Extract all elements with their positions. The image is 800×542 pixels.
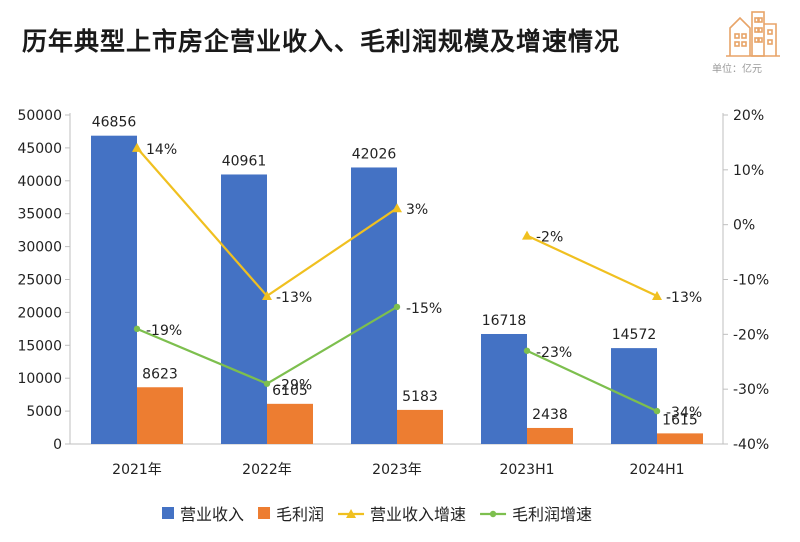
legend-revenue-swatch [162, 507, 174, 519]
profit-growth-point [523, 347, 531, 354]
building-logo-icon [726, 11, 780, 57]
revenue-growth-point [522, 230, 532, 240]
revenue-growth-value-label: -13% [276, 290, 312, 306]
revenue-bar-value-label: 46856 [92, 115, 137, 131]
left-axis-tick-label: 25000 [17, 273, 62, 289]
left-axis-tick-label: 10000 [17, 371, 62, 387]
right-axis-tick-label: -40% [733, 437, 769, 453]
profit-growth-line [526, 349, 658, 413]
left-axis-tick-label: 50000 [17, 108, 62, 124]
legend-revenue-label: 营业收入 [180, 505, 244, 524]
left-axis-tick-label: 5000 [26, 404, 62, 420]
revenue-bar-value-label: 42026 [352, 146, 397, 162]
legend-profit-growth-swatch-marker [489, 510, 497, 518]
revenue-bar [611, 348, 657, 444]
left-axis-tick-label: 40000 [17, 174, 62, 190]
legend-profit-growth-label: 毛利润增速 [512, 505, 592, 524]
left-axis-tick-label: 15000 [17, 338, 62, 354]
revenue-growth-value-label: 3% [406, 202, 428, 218]
profit-growth-value-label: -29% [276, 378, 312, 394]
right-axis-tick-label: -10% [733, 273, 769, 289]
revenue-growth-point [132, 142, 142, 152]
left-axis-tick-label: 35000 [17, 207, 62, 223]
profit-bar-value-label: 8623 [142, 366, 178, 382]
profit-growth-point [263, 380, 271, 387]
revenue-growth-point [652, 290, 662, 300]
x-category-label: 2023H1 [499, 462, 554, 478]
profit-bar [137, 387, 183, 444]
revenue-bar [91, 135, 137, 445]
profit-bar-value-label: 1615 [662, 412, 698, 428]
x-category-label: 2024H1 [629, 462, 684, 478]
profit-growth-point [393, 303, 401, 311]
revenue-bar [221, 174, 267, 444]
revenue-bar-value-label: 14572 [612, 327, 657, 343]
profit-growth-value-label: -19% [146, 323, 182, 339]
legend-profit-swatch [258, 507, 271, 519]
profit-bar-value-label: 6105 [272, 383, 308, 399]
x-category-label: 2022年 [242, 462, 292, 478]
revenue-growth-point [262, 290, 272, 300]
profit-bar-value-label: 5183 [402, 389, 438, 405]
left-axis-tick-label: 20000 [17, 305, 62, 321]
revenue-growth-value-label: -2% [536, 230, 563, 246]
revenue-bar [351, 167, 397, 444]
profit-bar [397, 409, 443, 444]
legend-profit-label: 毛利润 [276, 505, 324, 524]
profit-bar [657, 433, 703, 444]
revenue-growth-value-label: -13% [666, 290, 702, 306]
revenue-growth-point [392, 203, 402, 213]
revenue-bar-value-label: 40961 [222, 153, 267, 169]
legend-revenue-growth-label: 营业收入增速 [370, 505, 466, 524]
profit-bar [527, 427, 573, 444]
profit-bar-value-label: 2438 [532, 407, 568, 423]
right-axis-tick-label: -20% [733, 327, 769, 343]
x-category-label: 2023年 [372, 462, 422, 478]
profit-growth-value-label: -34% [666, 405, 702, 421]
right-axis-tick-label: 10% [733, 163, 764, 179]
revenue-bar [481, 333, 527, 444]
profit-bar [267, 403, 313, 444]
revenue-growth-value-label: 14% [146, 142, 177, 158]
right-axis-tick-label: 0% [733, 218, 755, 234]
profit-growth-value-label: -15% [406, 301, 442, 317]
profit-growth-point [653, 407, 661, 415]
right-axis-tick-label: -30% [733, 382, 769, 398]
profit-growth-value-label: -23% [536, 345, 572, 361]
profit-growth-point [133, 325, 141, 333]
x-category-label: 2021年 [112, 462, 162, 478]
revenue-bar-value-label: 16718 [482, 313, 527, 329]
right-axis-tick-label: 20% [733, 108, 764, 124]
legend-revenue-growth-swatch-marker [346, 509, 357, 518]
revenue-growth-line [526, 234, 658, 297]
left-axis-tick-label: 30000 [17, 240, 62, 256]
unit-label: 单位：亿元 [712, 64, 762, 75]
left-axis-tick-label: 45000 [17, 141, 62, 157]
chart-title: 历年典型上市房企营业收入、毛利润规模及增速情况 [22, 27, 621, 56]
left-axis-tick-label: 0 [53, 437, 62, 453]
